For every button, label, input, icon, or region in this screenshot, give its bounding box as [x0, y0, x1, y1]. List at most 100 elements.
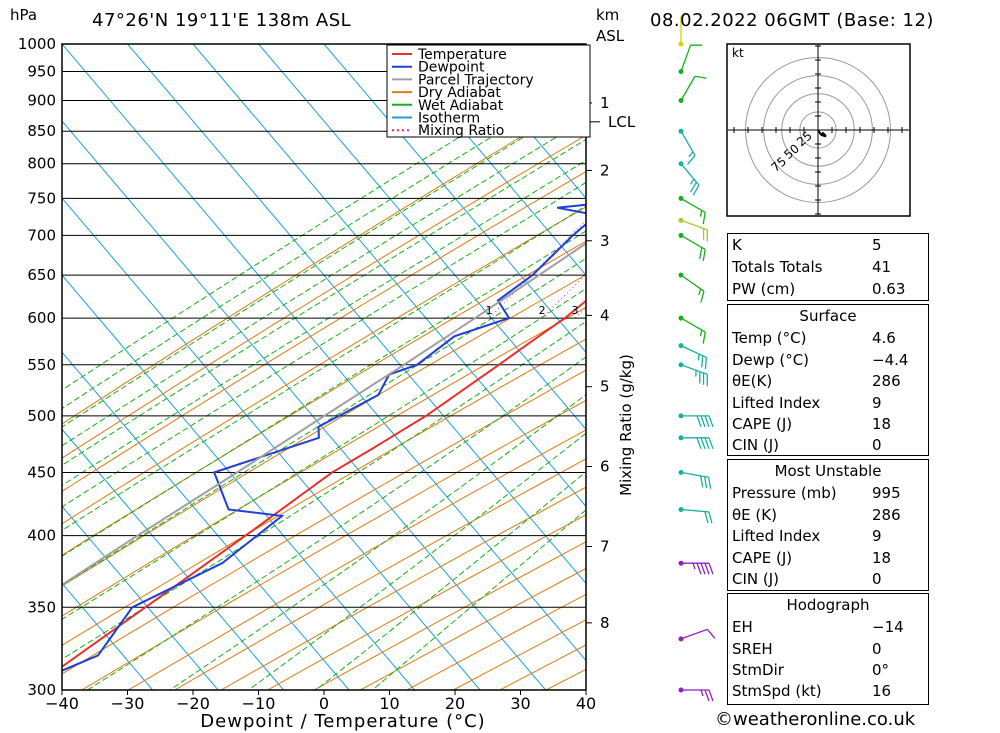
hodo-row: StmDir 0° — [732, 661, 924, 682]
mu-label: Pressure (mb) — [732, 484, 837, 502]
pressure-tick-label: 500 — [27, 407, 56, 425]
wind-barb — [678, 44, 703, 74]
wet-adiabat-line — [62, 205, 586, 531]
x-tick-label: 30 — [510, 694, 530, 713]
barb-dot — [678, 161, 684, 167]
barb-full — [690, 44, 703, 46]
mu-row: CAPE (J) 18 — [732, 549, 924, 570]
barb-full — [706, 229, 708, 242]
surface-value: 0 — [872, 436, 882, 454]
isotherm-line — [62, 120, 546, 690]
mu-value: 18 — [872, 549, 892, 567]
barb-staff — [680, 234, 706, 250]
barb-full — [704, 437, 710, 450]
surface-value: 286 — [872, 372, 901, 390]
surface-label: θE(K) — [732, 372, 773, 390]
legend-box — [386, 44, 591, 138]
wet-adiabat-line — [62, 159, 586, 487]
wind-barb — [678, 128, 696, 165]
isotherm-line — [62, 505, 219, 690]
barb-full — [690, 181, 697, 193]
dry-adiabat-line — [62, 338, 586, 646]
barb-half — [692, 562, 696, 570]
barb-full — [708, 415, 714, 428]
x-tick-label: 10 — [379, 694, 399, 713]
barb-full — [704, 415, 710, 428]
pressure-unit-label: hPa — [10, 6, 37, 24]
mu-row: θE (K) 286 — [732, 506, 924, 527]
barb-staff — [680, 471, 709, 478]
legend-label: Parcel Trajectory — [418, 72, 534, 88]
barb-staff — [680, 219, 708, 231]
barb-full — [708, 689, 714, 702]
barb-staff — [680, 130, 696, 156]
mu-label: CIN (J) — [732, 570, 780, 588]
wet-adiabat-line — [62, 287, 586, 620]
height-tick-label: 8 — [600, 614, 610, 632]
pressure-tick-label: 750 — [27, 189, 56, 207]
height-tick-label: 5 — [600, 378, 610, 396]
x-tick-label: 40 — [576, 694, 596, 713]
most-unstable-box: Most Unstable Pressure (mb) 995 θE (K) 286… — [727, 459, 929, 591]
surface-row: Temp (°C) 4.6 — [732, 329, 924, 350]
legend-label: Mixing Ratio — [418, 123, 504, 139]
mu-row: CIN (J) 0 — [732, 570, 924, 591]
barb-full — [704, 511, 709, 524]
pressure-tick-label: 850 — [27, 122, 56, 140]
wind-barb — [678, 161, 700, 196]
pressure-tick-label: 1000 — [18, 35, 56, 53]
barb-dot — [678, 469, 684, 475]
barb-dot — [678, 232, 684, 238]
credit-link[interactable]: ©weatheronline.co.uk — [715, 709, 916, 730]
x-tick-label: −20 — [176, 694, 210, 713]
surface-label: Lifted Index — [732, 394, 821, 412]
hodo-value: 16 — [872, 682, 892, 700]
isotherm-line — [454, 44, 586, 199]
series-parcel-trajectory — [62, 242, 586, 587]
barb-staff — [680, 44, 692, 72]
hodo-value: 0 — [872, 640, 882, 658]
surface-box: Surface Temp (°C) 4.6 Dewp (°C) −4.4 θE(K)… — [727, 304, 929, 456]
height-tick-label: 4 — [600, 306, 610, 324]
barb-dot — [678, 343, 684, 349]
barb-full — [700, 437, 706, 450]
lcl-label: LCL — [608, 113, 636, 131]
surface-value: 9 — [872, 394, 882, 412]
hodo-label: SREH — [732, 640, 773, 658]
barb-full — [702, 373, 705, 385]
hodo-label: EH — [732, 618, 753, 636]
barb-half — [689, 178, 695, 185]
dry-adiabat-line — [81, 399, 586, 690]
location-title: 47°26'N 19°11'E 138m ASL — [92, 10, 352, 31]
mu-value: 0 — [872, 570, 882, 588]
height-tick-label: 6 — [600, 458, 610, 476]
index-label: Totals Totals — [732, 258, 823, 276]
wind-barb — [678, 628, 716, 642]
surface-row: Lifted Index 9 — [732, 394, 924, 415]
barb-full — [696, 415, 702, 428]
barb-half — [695, 370, 697, 377]
barb-full — [702, 331, 706, 344]
mixing-ratio-label: 3 — [571, 304, 578, 317]
index-value: 5 — [872, 236, 882, 254]
wind-barb — [678, 343, 708, 370]
mu-row: Lifted Index 9 — [732, 527, 924, 548]
x-tick-label: −10 — [242, 694, 276, 713]
barb-staff — [680, 364, 708, 375]
barb-full — [694, 75, 707, 79]
pressure-tick-label: 600 — [27, 309, 56, 327]
wind-barb — [678, 507, 713, 524]
mu-row: Pressure (mb) 995 — [732, 484, 924, 505]
surface-label: Dewp (°C) — [732, 351, 810, 369]
wet-adiabat-line — [62, 320, 586, 660]
barb-staff — [680, 274, 705, 292]
hodograph-unit: kt — [732, 46, 744, 60]
x-tick-label: 20 — [445, 694, 465, 713]
dry-adiabat-line — [62, 97, 586, 425]
series-temperature — [62, 299, 586, 668]
wind-barb — [678, 75, 707, 103]
pressure-tick-label: 350 — [27, 598, 56, 616]
index-value: 0.63 — [872, 280, 906, 298]
wind-barb — [678, 469, 712, 489]
